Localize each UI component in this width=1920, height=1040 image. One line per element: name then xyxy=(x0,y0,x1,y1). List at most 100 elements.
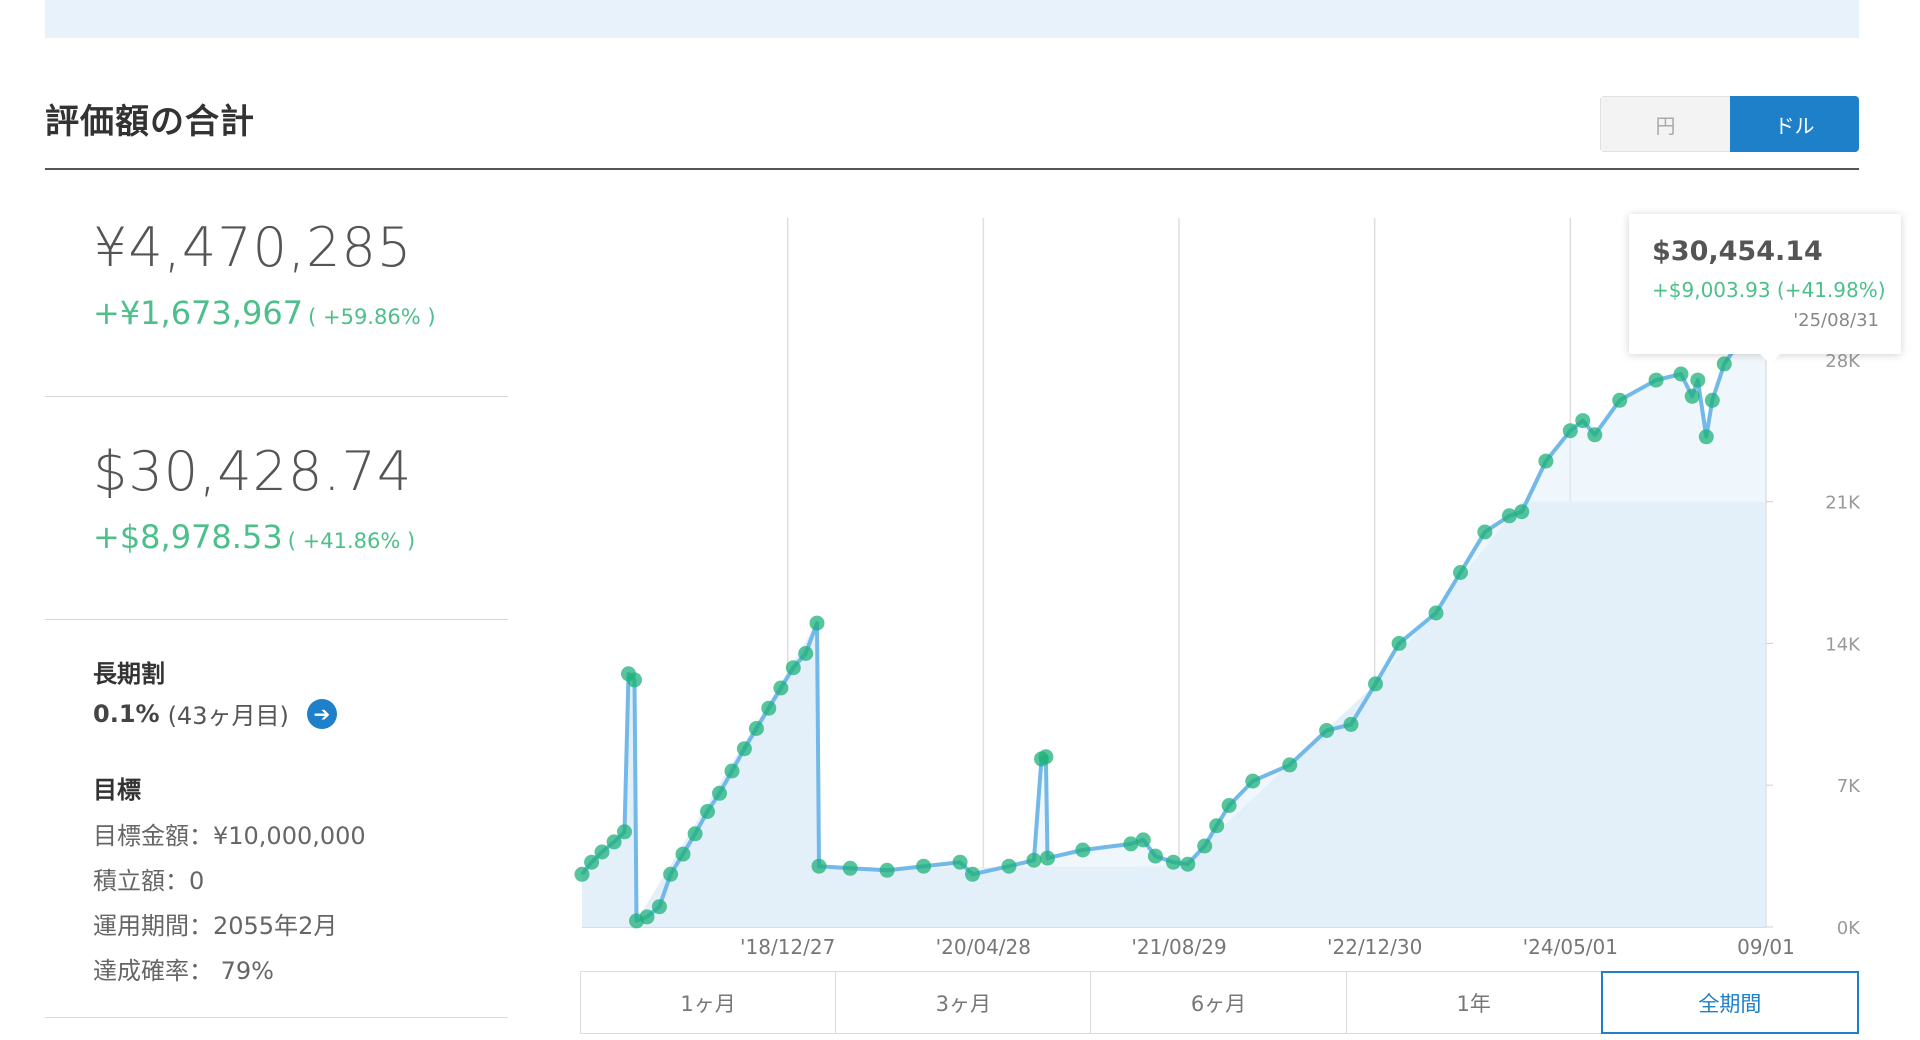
data-point xyxy=(811,858,827,874)
data-point xyxy=(785,660,801,676)
data-point xyxy=(1209,818,1225,834)
page-title: 評価額の合計 xyxy=(45,102,255,142)
data-point xyxy=(965,866,980,882)
data-point xyxy=(1453,565,1468,580)
data-point xyxy=(1075,842,1091,858)
period-selector: 1ヶ月 3ヶ月 6ヶ月 1年 全期間 xyxy=(580,971,1860,1034)
period-1-month-button[interactable]: 1ヶ月 xyxy=(580,971,836,1034)
title-divider xyxy=(45,168,1859,170)
data-point xyxy=(773,680,789,696)
long-term-label: 長期割 xyxy=(93,660,165,688)
data-point xyxy=(842,860,858,876)
y-tick-label: 28K xyxy=(1825,351,1861,372)
data-point xyxy=(639,909,655,925)
data-point xyxy=(1716,356,1732,372)
data-point xyxy=(1147,848,1163,864)
tooltip-value: $30,454.14 xyxy=(1652,236,1823,267)
x-tick-label: '20/04/28 xyxy=(936,935,1031,959)
data-point xyxy=(1612,392,1628,408)
data-point xyxy=(594,844,610,860)
long-term-months: (43ヶ月目) xyxy=(167,702,289,730)
data-point xyxy=(1501,508,1517,524)
data-point xyxy=(617,824,632,840)
data-point xyxy=(1180,856,1196,872)
data-point xyxy=(1514,504,1530,520)
period-all-button[interactable]: 全期間 xyxy=(1600,971,1860,1034)
data-point xyxy=(748,721,764,736)
data-point xyxy=(1477,524,1493,540)
data-point xyxy=(1587,427,1603,443)
data-point xyxy=(1698,429,1714,445)
long-term-rate: 0.1% xyxy=(93,699,160,728)
x-tick-label: 09/01 xyxy=(1737,935,1795,959)
data-point xyxy=(574,866,590,882)
data-point xyxy=(1562,423,1578,439)
y-tick-label: 7K xyxy=(1837,776,1861,797)
data-point xyxy=(700,804,715,819)
divider xyxy=(45,396,508,397)
data-point xyxy=(712,785,727,801)
data-point xyxy=(1673,366,1689,382)
divider xyxy=(45,1017,508,1018)
tooltip-gain: +$9,003.93 (+41.98%) xyxy=(1652,278,1886,302)
data-point xyxy=(1368,676,1383,692)
data-point xyxy=(1319,723,1335,738)
data-point xyxy=(1197,838,1213,854)
period-3-month-button[interactable]: 3ヶ月 xyxy=(835,971,1091,1034)
data-point xyxy=(1026,852,1042,868)
data-point xyxy=(1135,832,1151,848)
x-tick-label: '18/12/27 xyxy=(740,935,835,959)
data-point xyxy=(761,700,777,716)
data-point xyxy=(736,741,752,757)
goal-amount: 目標金額：¥10,000,000 xyxy=(93,822,366,850)
data-point xyxy=(687,826,703,842)
tooltip-pointer xyxy=(1760,354,1780,364)
data-point xyxy=(1221,798,1237,813)
divider xyxy=(45,619,508,620)
x-tick-label: '21/08/29 xyxy=(1131,935,1226,959)
data-point xyxy=(1245,773,1261,789)
usd-gain: +$8,978.53 ( +41.86% ) xyxy=(93,518,415,556)
arrow-right-icon[interactable]: ➔ xyxy=(306,698,337,729)
data-point xyxy=(809,615,825,631)
goal-period: 運用期間：2055年2月 xyxy=(93,912,338,940)
data-point xyxy=(1165,854,1181,870)
data-point xyxy=(606,834,622,850)
valuation-area xyxy=(582,310,1766,928)
y-tick-label: 0K xyxy=(1837,918,1861,939)
y-tick-label: 21K xyxy=(1825,493,1861,514)
data-point xyxy=(1038,749,1054,765)
data-point xyxy=(584,854,600,870)
goal-label: 目標 xyxy=(93,776,141,804)
long-term-rate-row: 0.1% (43ヶ月目) ➔ xyxy=(93,696,337,731)
data-point xyxy=(675,846,691,862)
goal-probability: 達成確率： 79% xyxy=(93,957,274,985)
data-point xyxy=(1123,836,1139,852)
x-tick-label: '24/05/01 xyxy=(1523,935,1618,959)
data-point xyxy=(1704,392,1720,408)
yen-gain: +¥1,673,967 ( +59.86% ) xyxy=(93,294,436,332)
data-point xyxy=(627,672,642,688)
data-point xyxy=(952,854,968,870)
data-point xyxy=(879,862,895,878)
usd-total: $30,428.74 xyxy=(93,440,413,503)
currency-usd-button[interactable]: ドル xyxy=(1730,96,1859,152)
data-point xyxy=(1684,388,1700,404)
data-point xyxy=(1040,850,1055,866)
period-1-year-button[interactable]: 1年 xyxy=(1345,971,1601,1034)
currency-yen-button[interactable]: 円 xyxy=(1600,96,1730,152)
data-point xyxy=(1538,453,1554,469)
data-point xyxy=(1648,372,1664,388)
data-point xyxy=(1282,757,1298,773)
yen-gain-percent: ( +59.86% ) xyxy=(308,305,436,329)
data-point xyxy=(916,858,932,874)
period-6-month-button[interactable]: 6ヶ月 xyxy=(1090,971,1346,1034)
currency-toggle: 円 ドル xyxy=(1600,96,1859,152)
data-point xyxy=(1575,413,1591,429)
data-point xyxy=(1428,605,1444,621)
data-point xyxy=(1001,858,1017,874)
y-tick-label: 14K xyxy=(1825,634,1861,655)
chart-tooltip: $30,454.14 +$9,003.93 (+41.98%) '25/08/3… xyxy=(1629,214,1901,364)
usd-gain-percent: ( +41.86% ) xyxy=(287,529,416,553)
